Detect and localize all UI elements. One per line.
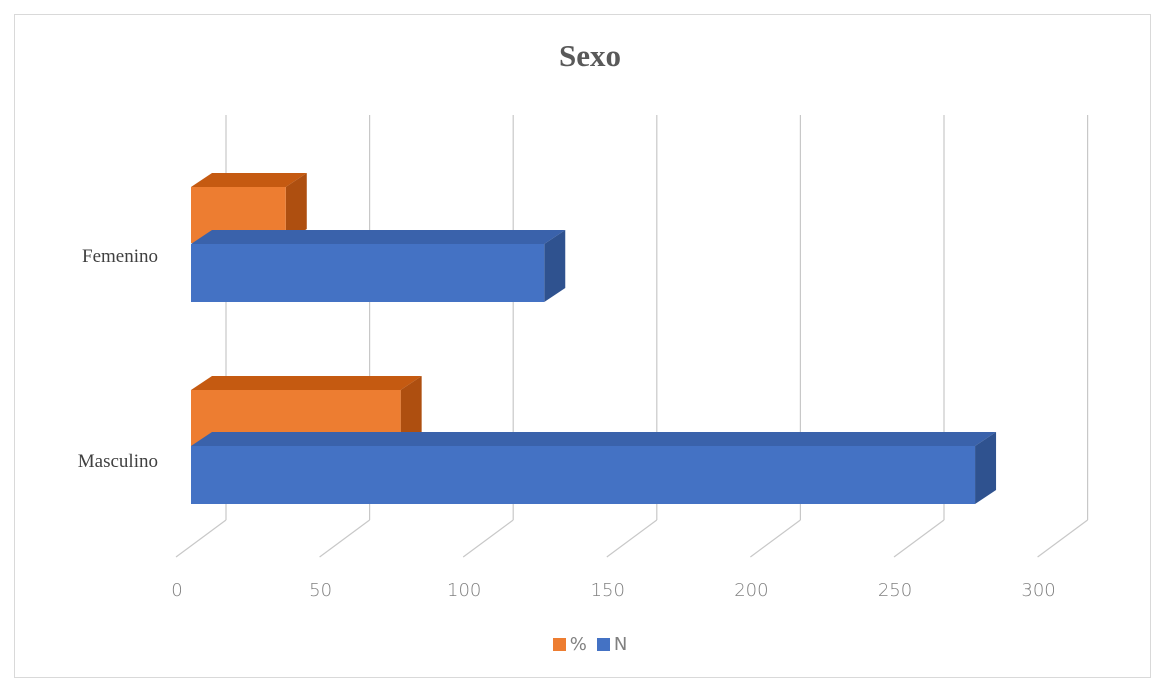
bar-n-0 bbox=[191, 446, 976, 504]
gridline-floor bbox=[462, 519, 514, 558]
bar-n-1-side bbox=[544, 230, 566, 302]
x-tick-label: 250 bbox=[878, 580, 912, 601]
legend-swatch-pct bbox=[552, 638, 566, 651]
gridline-floor bbox=[175, 519, 227, 558]
x-tick-label: 200 bbox=[734, 580, 768, 601]
gridline-floor bbox=[319, 519, 370, 558]
legend-swatch-n bbox=[596, 638, 610, 651]
legend-label-n: N bbox=[613, 634, 628, 655]
legend-item-pct: % bbox=[552, 634, 587, 655]
gridline-floor bbox=[1037, 519, 1088, 558]
bar-pct-0-top bbox=[191, 376, 422, 390]
gridline-floor bbox=[893, 519, 945, 558]
x-tick-label: 100 bbox=[447, 580, 481, 601]
gridline-floor bbox=[606, 519, 658, 558]
x-tick-label: 50 bbox=[309, 580, 332, 601]
x-tick-label: 150 bbox=[591, 580, 625, 601]
bar-pct-1-side bbox=[285, 173, 307, 243]
legend-label-pct: % bbox=[569, 634, 587, 655]
x-tick-label: 300 bbox=[1021, 580, 1055, 601]
category-label: Femenino bbox=[82, 246, 158, 267]
chart-title: Sexo bbox=[559, 38, 621, 73]
x-tick-label: 0 bbox=[171, 580, 182, 601]
legend-item-n: N bbox=[596, 634, 628, 655]
bar-pct-1-top bbox=[191, 173, 307, 187]
legend: % N bbox=[0, 634, 1152, 655]
bar-n-0-top bbox=[191, 432, 997, 446]
category-label: Masculino bbox=[78, 451, 158, 472]
bar-n-1-top bbox=[191, 230, 566, 244]
chart-area bbox=[14, 14, 1151, 678]
gridline-floor bbox=[750, 519, 801, 558]
bar-n-0-side bbox=[975, 432, 997, 504]
bar-n-1 bbox=[191, 244, 545, 302]
bar-pct-0-side bbox=[400, 376, 422, 446]
